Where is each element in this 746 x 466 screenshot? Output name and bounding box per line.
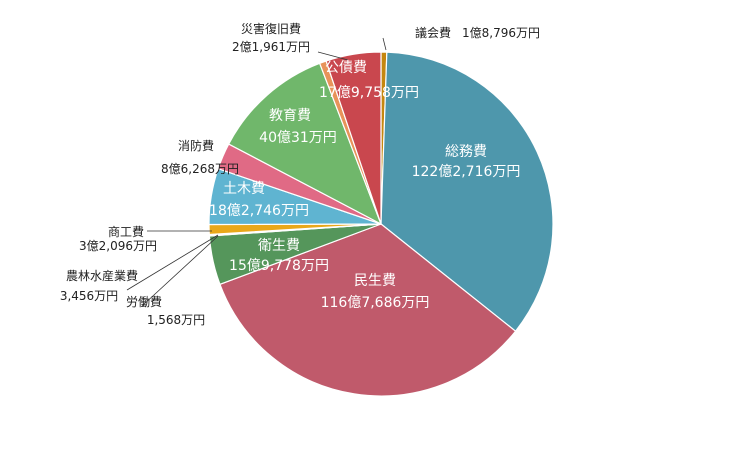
slice-8-name-label: 消防費: [178, 138, 214, 153]
slice-9-value-label: 40億31万円: [259, 130, 337, 146]
slice-11-value-label: 17億9,758万円: [319, 85, 419, 101]
slice-6-name-label: 商工費: [108, 224, 144, 239]
slice-11-wedge: [325, 51, 382, 225]
slice-2-value-label: 116億7,686万円: [321, 295, 430, 311]
leader-lines: [126, 37, 387, 307]
slice-5-leader-line: [126, 234, 219, 291]
slice-7-name-label: 土木費: [223, 181, 265, 197]
slice-1-value-label: 122億2,716万円: [412, 164, 521, 180]
slice-11-name-label: 公債費: [325, 60, 367, 76]
slice-4-value-label: 1,568万円: [147, 313, 205, 327]
slice-5-name-label: 農林水産業費: [66, 268, 138, 283]
slice-5-value-label: 3,456万円: [60, 289, 118, 303]
pie-slices: [208, 51, 554, 397]
slice-2-name-label: 民生費: [354, 273, 396, 289]
slice-10-name-label: 災害復旧費: [241, 21, 301, 36]
slice-7-value-label: 18億2,746万円: [209, 203, 309, 219]
slice-4-name-label: 労働費: [126, 294, 162, 309]
slice-1-name-label: 総務費: [445, 144, 487, 160]
slice-10-value-label: 2億1,961万円: [232, 40, 310, 54]
slice-10-leader-line: [317, 51, 349, 61]
slice-1-wedge: [380, 51, 554, 333]
slice-3-name-label: 衛生費: [258, 238, 300, 254]
slice-9-name-label: 教育費: [269, 108, 311, 124]
slice-6-value-label: 3億2,096万円: [79, 239, 157, 253]
slice-2-wedge: [219, 223, 517, 397]
slice-9-wedge: [227, 62, 383, 226]
slice-3-value-label: 15億9,778万円: [229, 258, 329, 274]
slice-4-leader-line: [141, 235, 219, 307]
slice-0-name-label: 議会費: [415, 25, 451, 40]
slice-8-value-label: 8億6,268万円: [161, 162, 239, 176]
slice-0-value-label: 1億8,796万円: [462, 26, 540, 40]
slice-0-leader-line: [382, 37, 387, 51]
